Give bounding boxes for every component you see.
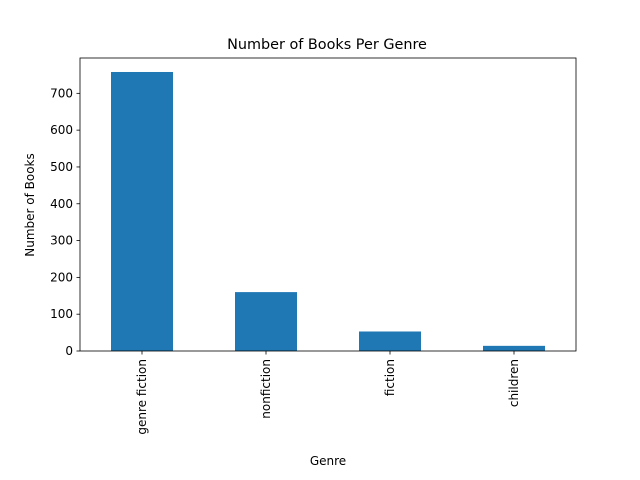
y-tick-label: 200 (50, 270, 73, 284)
y-axis-label: Number of Books (23, 153, 37, 257)
x-tick-label: nonfiction (259, 359, 273, 419)
bar-children (483, 345, 545, 351)
y-tick-label: 500 (50, 160, 73, 174)
y-tick-label: 600 (50, 123, 73, 137)
bars-layer (111, 71, 545, 352)
bar-nonfiction (235, 292, 297, 351)
x-tick-label: genre fiction (135, 359, 149, 435)
x-axis: genre fiction nonfiction fiction children (135, 351, 521, 435)
bar-genre-fiction (111, 71, 173, 352)
chart-title: Number of Books Per Genre (227, 37, 427, 53)
y-tick-label: 400 (50, 197, 73, 211)
x-axis-label: Genre (310, 454, 346, 468)
bar-fiction (359, 331, 421, 351)
y-tick-label: 700 (50, 86, 73, 100)
x-tick-label: fiction (383, 359, 397, 396)
y-tick-label: 300 (50, 234, 73, 248)
y-tick-label: 100 (50, 307, 73, 321)
x-tick-label: children (507, 359, 521, 407)
y-tick-label: 0 (65, 344, 73, 358)
y-axis: 0 100 200 300 400 500 600 700 (50, 86, 80, 358)
plot-frame (79, 57, 577, 352)
